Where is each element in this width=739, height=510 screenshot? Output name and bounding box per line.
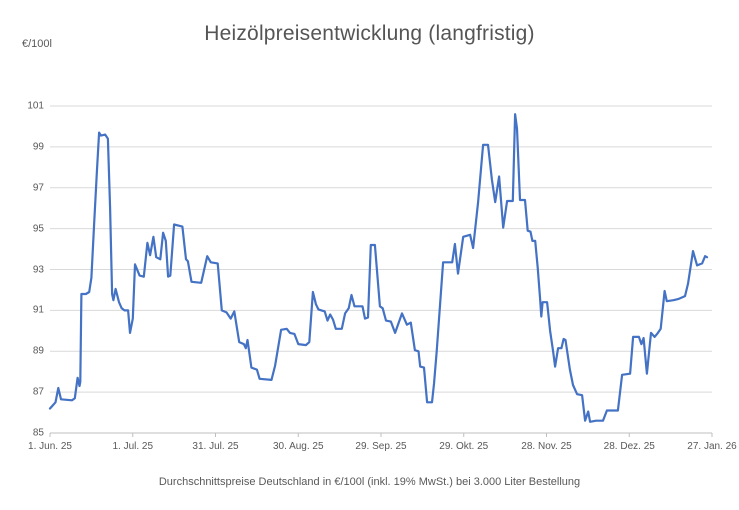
chart-title: Heizölpreisentwicklung (langfristig) bbox=[204, 22, 535, 45]
y-tick-label: 93 bbox=[32, 264, 44, 275]
chart-caption: Durchschnittspreise Deutschland in €/100… bbox=[158, 476, 581, 488]
y-tick-label: 91 bbox=[32, 304, 44, 316]
y-tick-label: 99 bbox=[32, 141, 44, 153]
y-tick-label: 101 bbox=[27, 100, 44, 112]
x-tick-label: 28. Dez. 25 bbox=[603, 441, 655, 452]
y-tick-label: 97 bbox=[32, 182, 44, 194]
x-tick-label: 27. Jan. 26 bbox=[687, 441, 737, 452]
x-tick-label: 1. Jun. 25 bbox=[28, 441, 72, 452]
gridlines bbox=[50, 105, 712, 434]
x-tick-label: 30. Aug. 25 bbox=[272, 441, 324, 452]
x-tick-label: 29. Okt. 25 bbox=[439, 441, 489, 452]
axis-tick-marks bbox=[49, 433, 713, 437]
y-tick-label: 89 bbox=[32, 345, 44, 357]
x-tick-label: 28. Nov. 25 bbox=[521, 441, 572, 452]
y-tick-label: 85 bbox=[32, 427, 44, 439]
x-tick-label: 1. Jul. 25 bbox=[112, 441, 154, 452]
y-axis-unit-label: €/100l bbox=[22, 38, 52, 50]
y-tick-label: 95 bbox=[32, 223, 44, 235]
y-tick-label: 87 bbox=[32, 386, 44, 398]
x-tick-label: 31. Jul. 25 bbox=[192, 441, 239, 452]
price-line-series bbox=[48, 113, 709, 423]
x-tick-label: 29. Sep. 25 bbox=[355, 441, 407, 452]
